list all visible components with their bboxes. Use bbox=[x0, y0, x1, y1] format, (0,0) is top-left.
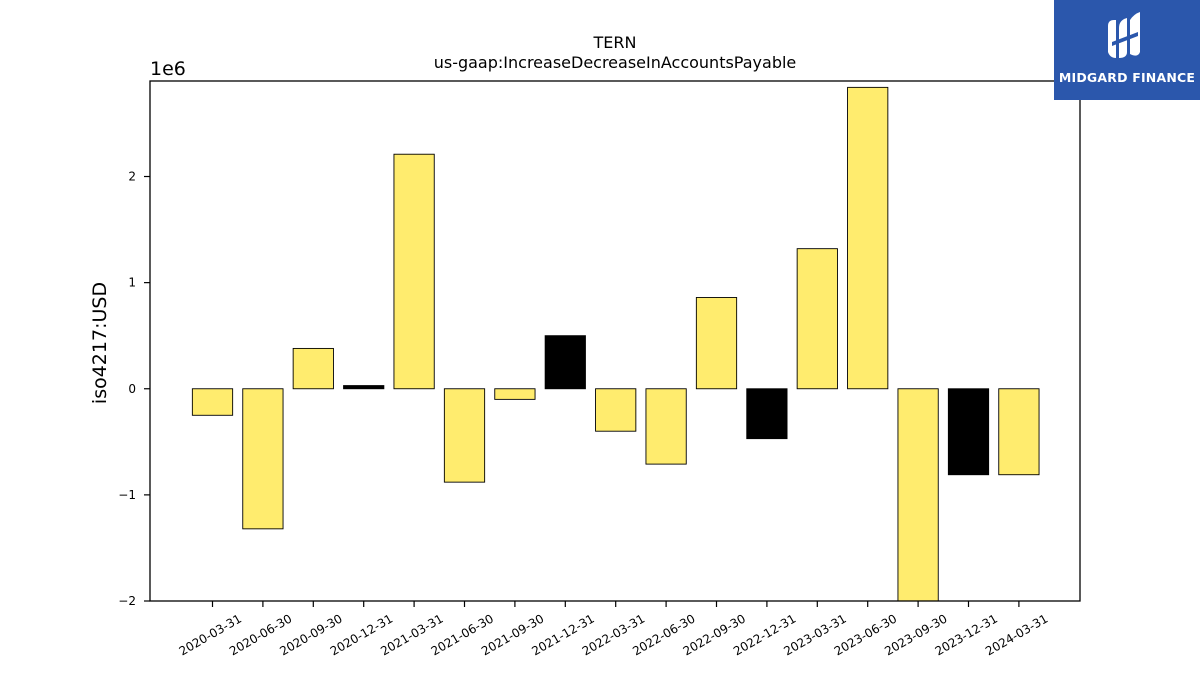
y-scale-label: 1e6 bbox=[150, 58, 186, 80]
bar-2023-03-31 bbox=[796, 248, 838, 390]
y-tick-label: −1 bbox=[118, 488, 136, 502]
bar-2021-06-30 bbox=[443, 388, 486, 483]
y-tick-label: 2 bbox=[128, 170, 136, 184]
bar-2021-09-30 bbox=[494, 388, 536, 400]
chart-subtitle: us-gaap:IncreaseDecreaseInAccountsPayabl… bbox=[434, 53, 797, 72]
bar-2023-09-30 bbox=[897, 388, 939, 602]
bar-2020-03-31 bbox=[191, 388, 234, 416]
bar-2021-03-31 bbox=[393, 153, 435, 390]
bar-2022-03-31 bbox=[595, 388, 637, 432]
bar-2022-09-30 bbox=[695, 297, 738, 390]
logo-text: MIDGARD FINANCE bbox=[1058, 70, 1196, 85]
bar-2023-06-30 bbox=[847, 86, 889, 390]
chart-title: TERN bbox=[593, 33, 637, 52]
y-axis: −2 −1 0 1 2 bbox=[118, 170, 150, 608]
bar-2023-12-31 bbox=[947, 388, 990, 476]
y-tick-label: 0 bbox=[128, 382, 136, 396]
bar-2020-12-31 bbox=[343, 385, 385, 390]
bar-2020-06-30 bbox=[242, 388, 284, 530]
midgard-logo-icon bbox=[1108, 12, 1140, 58]
midgard-finance-logo: MIDGARD FINANCE bbox=[1054, 0, 1200, 100]
y-tick-label: −2 bbox=[118, 594, 136, 608]
y-tick-label: 1 bbox=[128, 276, 136, 290]
plot-frame bbox=[149, 80, 1081, 602]
bar-2024-03-31 bbox=[998, 388, 1040, 476]
bar-2020-09-30 bbox=[292, 347, 334, 390]
bars-layer bbox=[191, 86, 1040, 602]
bar-2021-12-31 bbox=[544, 335, 586, 390]
bar-2022-06-30 bbox=[645, 388, 687, 465]
bar-2022-12-31 bbox=[746, 388, 788, 440]
y-axis-label: iso4217:USD bbox=[89, 282, 111, 404]
x-axis: 2020-03-312020-06-302020-09-302020-12-31… bbox=[177, 601, 1050, 658]
